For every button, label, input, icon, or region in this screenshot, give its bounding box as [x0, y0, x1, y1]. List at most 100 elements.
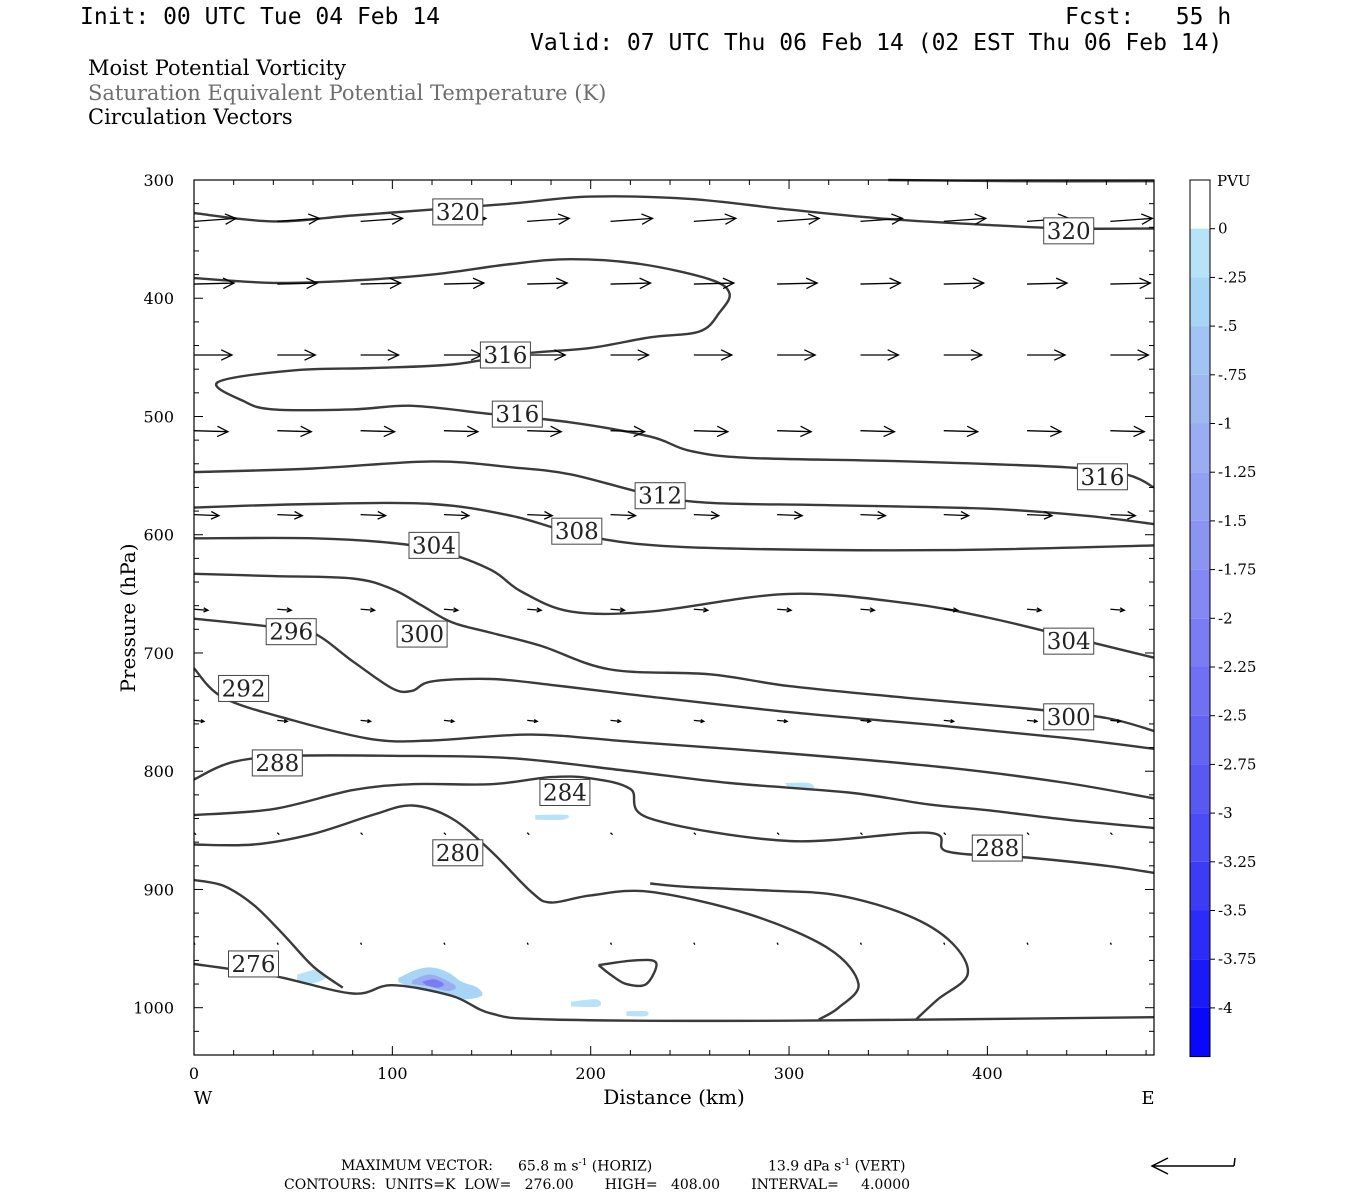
- vector-shaft: [277, 430, 312, 433]
- mpv-patch: [626, 1010, 649, 1017]
- contour-label-text: 284: [543, 781, 587, 807]
- contour-label-text: 304: [412, 533, 456, 559]
- contour-label-box: [1043, 703, 1095, 731]
- vector-shaft: [693, 832, 697, 836]
- vector-shaft: [943, 217, 986, 223]
- contour-label-box: [1076, 463, 1128, 491]
- vector-head: [1043, 510, 1054, 520]
- vector-arrow: [610, 213, 655, 225]
- vector-shaft: [1027, 513, 1053, 517]
- valid-time: Valid: 07 UTC Thu 06 Feb 14 (02 EST Thu …: [530, 30, 1223, 56]
- vector-head: [869, 607, 876, 613]
- contour-label-text: 296: [269, 620, 313, 646]
- vector-shaft: [1027, 430, 1062, 433]
- vector-arrow: [1027, 349, 1067, 361]
- vector-arrow: [610, 718, 623, 724]
- colorbar-swatch: [1190, 1007, 1210, 1057]
- x-tick-label: 400: [972, 1064, 1003, 1083]
- vector-head: [807, 213, 821, 225]
- vector-shaft: [860, 217, 903, 223]
- mpv-shading: [297, 782, 815, 1017]
- vector-arrow: [527, 349, 567, 361]
- vector-arrow: [1110, 213, 1154, 225]
- colorbar-swatch: [1190, 667, 1210, 716]
- colorbar-swatch: [1190, 910, 1210, 960]
- vector-head: [877, 510, 887, 520]
- vector-arrow: [527, 718, 539, 724]
- vector-shaft: [193, 719, 205, 723]
- vector-arrow: [943, 213, 988, 225]
- colorbar-swatch: [1190, 374, 1210, 424]
- vector-arrow: [360, 277, 403, 290]
- vector-head: [700, 718, 706, 724]
- vector-arrow: [526, 942, 529, 945]
- vector-head: [1053, 349, 1067, 361]
- contour-label: 300: [1043, 703, 1095, 731]
- x-tick-label: 300: [774, 1064, 805, 1083]
- vector-head: [304, 349, 317, 361]
- vector-head: [200, 718, 206, 724]
- title-vectors: Circulation Vectors: [88, 105, 293, 129]
- vector-head: [554, 349, 567, 361]
- x-axis-title: Distance (km): [603, 1085, 745, 1109]
- contour-line: [193, 501, 1155, 552]
- vector-head: [377, 510, 388, 520]
- mpv-patch: [422, 979, 444, 988]
- contour-line: [193, 804, 860, 1021]
- vector-head: [367, 718, 373, 724]
- contour-label: 280: [432, 839, 484, 867]
- max-vector-label: MAXIMUM VECTOR:: [341, 1158, 493, 1174]
- colorbar-label: -3.5: [1218, 902, 1247, 920]
- vector-arrow: [693, 942, 696, 945]
- vector-shaft: [360, 608, 375, 611]
- reference-vector-tick: [1233, 1157, 1236, 1167]
- contour-line: [650, 882, 970, 1021]
- vector-head: [800, 425, 813, 438]
- contour-label-text: 316: [483, 343, 527, 369]
- vector-arrow: [443, 718, 456, 724]
- vector-shaft: [1026, 719, 1038, 723]
- vector-arrow: [1110, 607, 1126, 613]
- contour-label-box: [1043, 627, 1095, 655]
- vector-arrow: [527, 213, 571, 225]
- vector-shaft: [860, 608, 875, 611]
- theta-es-contours: [193, 178, 1155, 1023]
- vector-head: [710, 510, 721, 520]
- colorbar-swatch: [1190, 764, 1210, 814]
- vector-arrow: [443, 607, 460, 613]
- vector-arrow: [1110, 277, 1152, 290]
- vector-head: [210, 510, 221, 520]
- contour-label-box: [551, 517, 603, 545]
- vector-arrow: [1027, 510, 1054, 520]
- vector-arrow: [360, 510, 388, 520]
- vector-arrow: [943, 349, 984, 361]
- vector-arrow: [777, 425, 813, 438]
- vector-arrow: [860, 277, 902, 290]
- colorbar-swatch: [1190, 569, 1210, 619]
- x-tick-label: 200: [575, 1064, 606, 1083]
- vector-arrow: [1109, 942, 1112, 945]
- colorbar-swatch: [1190, 715, 1210, 765]
- vector-head: [887, 349, 900, 361]
- vector-arrow: [1109, 832, 1113, 836]
- vector-shaft: [360, 282, 401, 285]
- vector-arrow: [1026, 942, 1029, 945]
- vector-shaft: [443, 719, 454, 723]
- vector-head: [556, 277, 569, 290]
- vector-shaft: [610, 719, 621, 723]
- vector-shaft: [860, 513, 886, 517]
- vector-head: [391, 213, 405, 225]
- vector-arrow: [1026, 718, 1039, 724]
- contour-label-box: [432, 198, 484, 226]
- vector-shaft: [609, 942, 613, 945]
- vector-shaft: [1110, 430, 1145, 433]
- vector-shaft: [777, 282, 818, 285]
- vector-head: [286, 607, 293, 613]
- vector-arrow: [443, 277, 486, 290]
- vector-head: [306, 277, 319, 290]
- vector-head: [383, 425, 397, 438]
- vector-shaft: [443, 513, 469, 517]
- vector-shaft: [277, 608, 292, 611]
- max-vector-horiz-value: 65.8 m s: [518, 1158, 579, 1175]
